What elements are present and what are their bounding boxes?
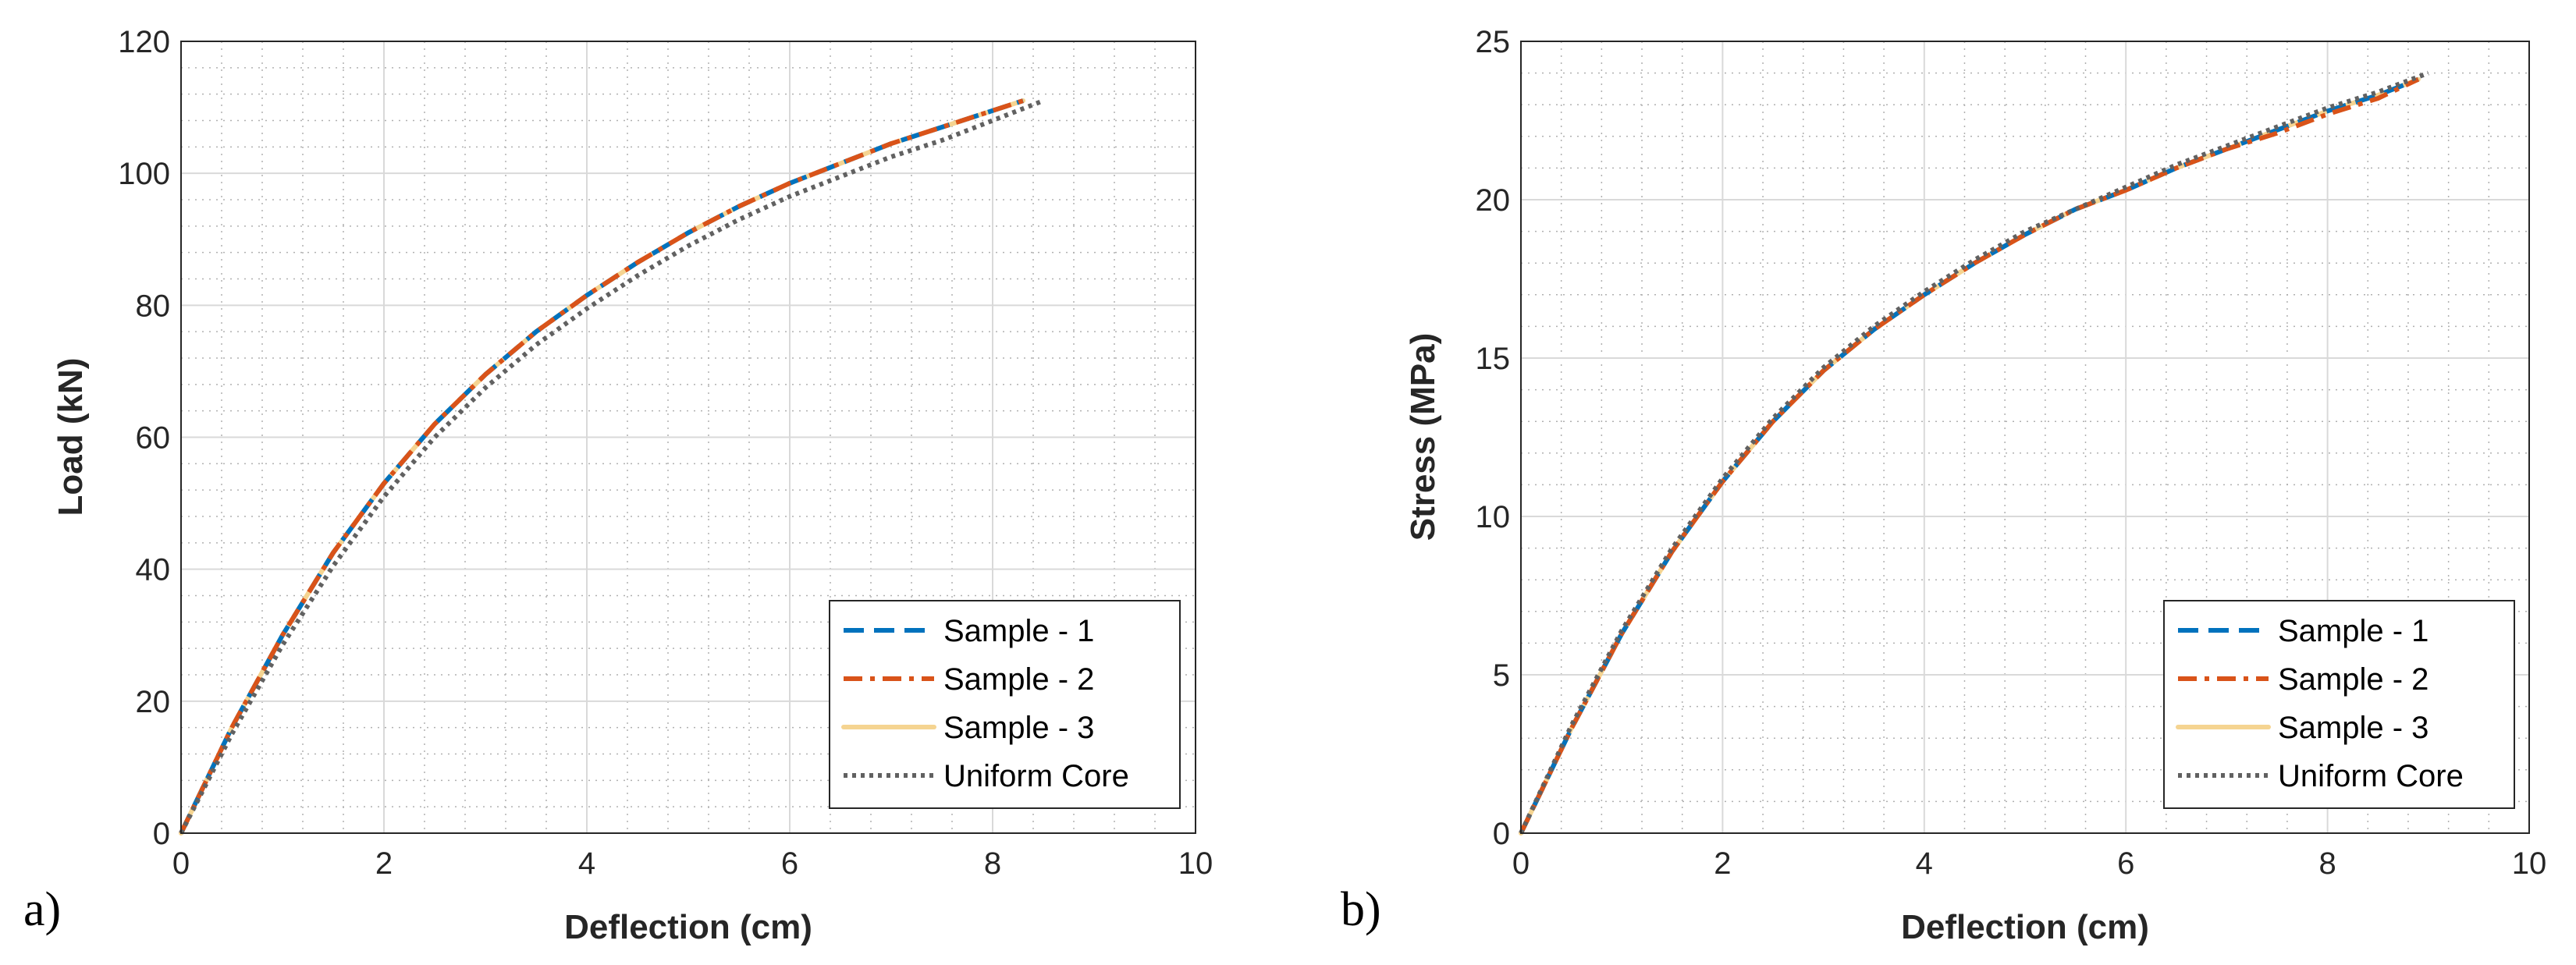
x-axis-title: Deflection (cm) — [564, 908, 812, 946]
y-tick-label: 60 — [136, 421, 171, 456]
x-tick-label: 10 — [1178, 846, 1213, 881]
y-tick-label: 0 — [1493, 817, 1510, 851]
x-tick-label: 8 — [2318, 846, 2336, 881]
x-tick-label: 4 — [1916, 846, 1933, 881]
series-line-uniform-core — [179, 98, 1045, 835]
legend-label: Sample - 3 — [943, 711, 1094, 745]
y-tick-label: 10 — [1476, 500, 1511, 534]
y-tick-label: 100 — [118, 157, 170, 191]
y-axis-title: Stress (MPa) — [1404, 333, 1442, 541]
legend-label: Sample - 1 — [943, 614, 1094, 648]
x-tick-label: 4 — [578, 846, 595, 881]
y-tick-label: 25 — [1476, 25, 1511, 59]
y-tick-label: 120 — [118, 25, 170, 59]
series-line-uniform-core — [1519, 70, 2429, 835]
legend: Sample - 1 Sample - 2 Sample - 3 Uniform Co… — [829, 600, 1181, 809]
legend-label: Sample - 3 — [2278, 711, 2429, 745]
y-tick-label: 40 — [136, 553, 171, 587]
legend-label: Sample - 2 — [943, 662, 1094, 697]
legend-label: Uniform Core — [943, 759, 1129, 793]
x-tick-label: 0 — [172, 846, 190, 881]
x-tick-label: 6 — [2117, 846, 2134, 881]
y-tick-label: 80 — [136, 289, 171, 323]
y-tick-label: 0 — [153, 817, 170, 851]
x-axis-title: Deflection (cm) — [1901, 908, 2149, 946]
series-line-sample-2 — [179, 98, 1024, 835]
x-tick-label: 8 — [984, 846, 1001, 881]
series-group — [179, 98, 1045, 836]
legend: Sample - 1 Sample - 2 Sample - 3 Uniform Co… — [2163, 600, 2515, 809]
legend-label: Sample - 1 — [2278, 614, 2429, 648]
x-tick-label: 2 — [375, 846, 393, 881]
x-tick-label: 0 — [1512, 846, 1530, 881]
series-group — [1519, 70, 2429, 836]
y-tick-label: 20 — [136, 685, 171, 719]
legend-label: Sample - 2 — [2278, 662, 2429, 697]
y-tick-label: 20 — [1476, 183, 1511, 218]
chart-panel-b: 0 2 4 6 8 10 0 5 10 15 20 25 Deflection (cm) Stress… — [1341, 25, 2546, 946]
y-axis-title: Load (kN) — [52, 358, 90, 516]
x-tick-label: 10 — [2512, 846, 2547, 881]
panel-label-a: a) — [23, 883, 61, 936]
plot-frame — [180, 41, 1196, 834]
panel-label-b: b) — [1341, 883, 1381, 936]
tick-labels: 0 2 4 6 8 10 0 5 10 15 20 25 — [1476, 25, 2547, 881]
plot-frame — [1520, 41, 2530, 834]
y-tick-label: 5 — [1493, 658, 1510, 693]
x-tick-label: 6 — [781, 846, 798, 881]
x-tick-label: 2 — [1714, 846, 1731, 881]
y-tick-label: 15 — [1476, 342, 1511, 376]
minor-grid — [181, 41, 1196, 833]
legend-label: Uniform Core — [2278, 759, 2464, 793]
